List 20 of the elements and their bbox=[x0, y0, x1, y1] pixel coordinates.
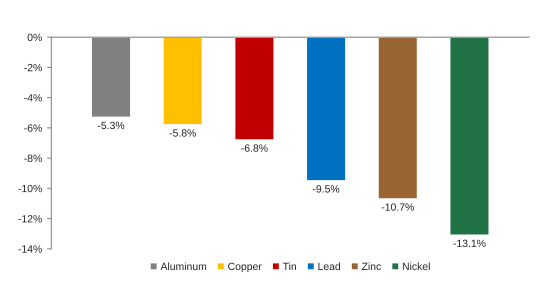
data-label: -6.8% bbox=[241, 144, 268, 152]
legend-label: Aluminum bbox=[160, 262, 206, 270]
data-label: -13.1% bbox=[453, 240, 486, 248]
legend-label: Nickel bbox=[402, 262, 430, 270]
data-label: -5.3% bbox=[98, 122, 124, 130]
y-tick-label: -14% bbox=[18, 245, 42, 253]
data-label: -5.8% bbox=[170, 129, 196, 137]
y-tick-label: -6% bbox=[24, 124, 42, 132]
y-tick-label: -10% bbox=[18, 184, 42, 192]
data-label: -9.5% bbox=[312, 185, 340, 193]
data-label: -10.7% bbox=[382, 203, 414, 211]
legend-label: Tin bbox=[282, 262, 296, 270]
y-tick-label: -8% bbox=[24, 154, 42, 162]
y-tick-label: -4% bbox=[24, 94, 42, 102]
y-tick-label: 0% bbox=[28, 34, 42, 42]
y-tick-label: -12% bbox=[18, 215, 42, 222]
legend-label: Copper bbox=[228, 262, 262, 272]
legend-label: Zinc bbox=[362, 262, 381, 270]
legend-label: Lead bbox=[318, 262, 340, 270]
y-tick-label: -2% bbox=[24, 64, 42, 72]
